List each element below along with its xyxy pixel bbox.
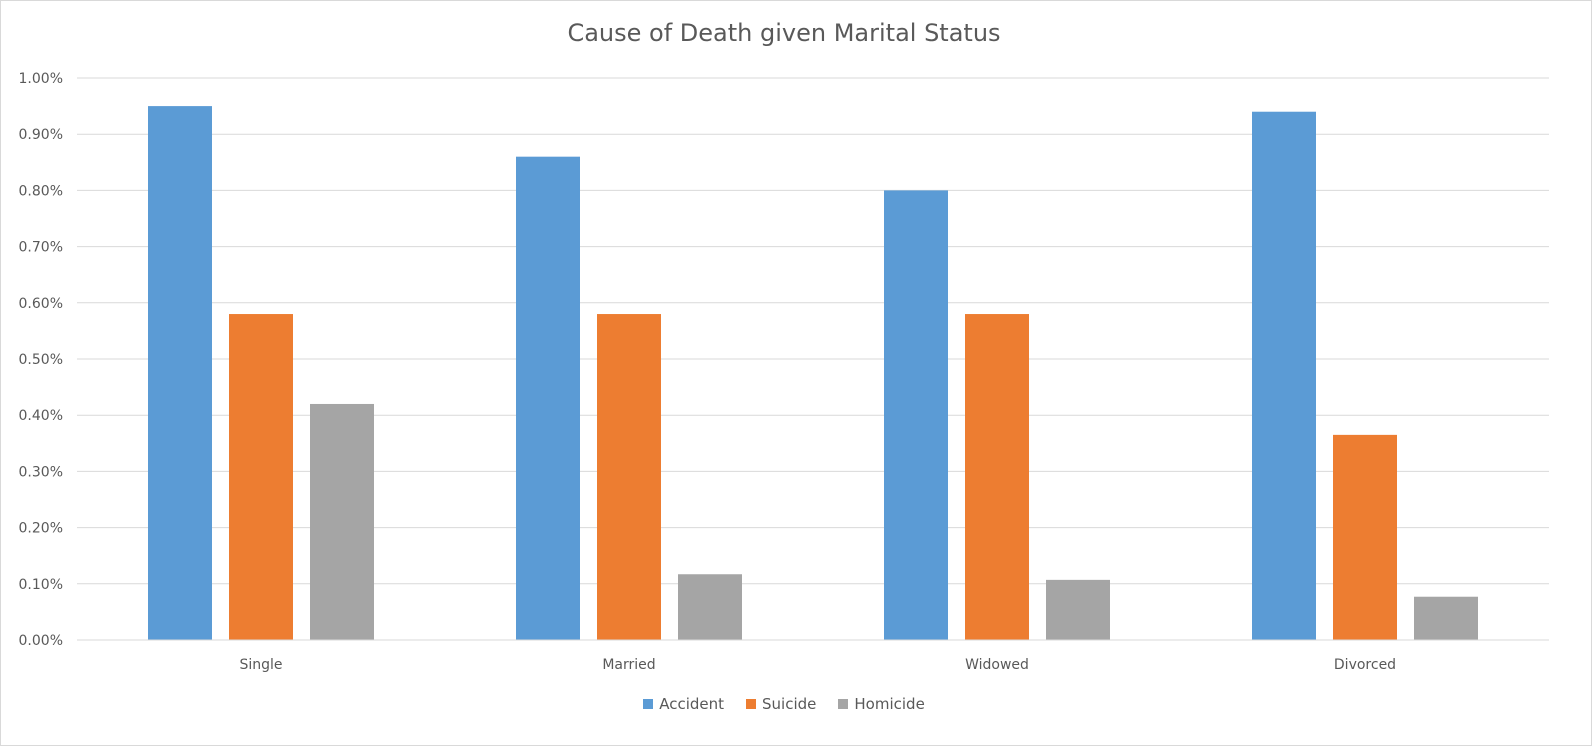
bar-suicide-single — [229, 314, 293, 640]
bar-homicide-married — [678, 574, 742, 640]
legend-item-suicide: Suicide — [746, 695, 816, 713]
y-tick-label: 1.00% — [19, 71, 63, 87]
legend-item-accident: Accident — [643, 695, 724, 713]
x-tick-label: Divorced — [1334, 657, 1396, 673]
bar-homicide-widowed — [1046, 579, 1110, 640]
bar-accident-divorced — [1252, 111, 1316, 641]
bar-accident-single — [148, 106, 212, 641]
y-tick-label: 0.60% — [19, 296, 63, 312]
legend-swatch-homicide — [838, 699, 849, 709]
chart-title: Cause of Death given Marital Status — [567, 19, 1001, 47]
bar-accident-married — [516, 156, 580, 640]
x-tick-label: Single — [239, 657, 282, 673]
y-tick-label: 0.50% — [19, 352, 63, 368]
legend-item-homicide: Homicide — [838, 695, 925, 713]
legend-label-homicide: Homicide — [854, 695, 925, 713]
y-tick-label: 0.80% — [19, 183, 63, 199]
x-tick-label: Widowed — [965, 657, 1029, 673]
bar-suicide-married — [597, 314, 661, 640]
y-tick-label: 0.70% — [19, 240, 63, 256]
y-tick-label: 0.90% — [19, 127, 63, 143]
bar-homicide-single — [310, 403, 374, 640]
legend-swatch-suicide — [746, 699, 757, 709]
bar-accident-widowed — [884, 190, 948, 640]
bar-homicide-divorced — [1414, 596, 1478, 640]
bar-suicide-divorced — [1333, 434, 1397, 640]
legend-label-suicide: Suicide — [762, 695, 817, 713]
y-tick-label: 0.40% — [19, 408, 63, 424]
y-tick-label: 0.10% — [19, 577, 63, 593]
legend-swatch-accident — [643, 699, 654, 709]
y-tick-label: 0.30% — [19, 464, 63, 480]
y-tick-label: 0.00% — [19, 633, 63, 649]
x-tick-label: Married — [602, 657, 655, 673]
legend-label-accident: Accident — [659, 695, 725, 713]
bar-suicide-widowed — [965, 314, 1029, 640]
y-tick-label: 0.20% — [19, 521, 63, 537]
legend: Accident Suicide Homicide — [1, 695, 1567, 713]
